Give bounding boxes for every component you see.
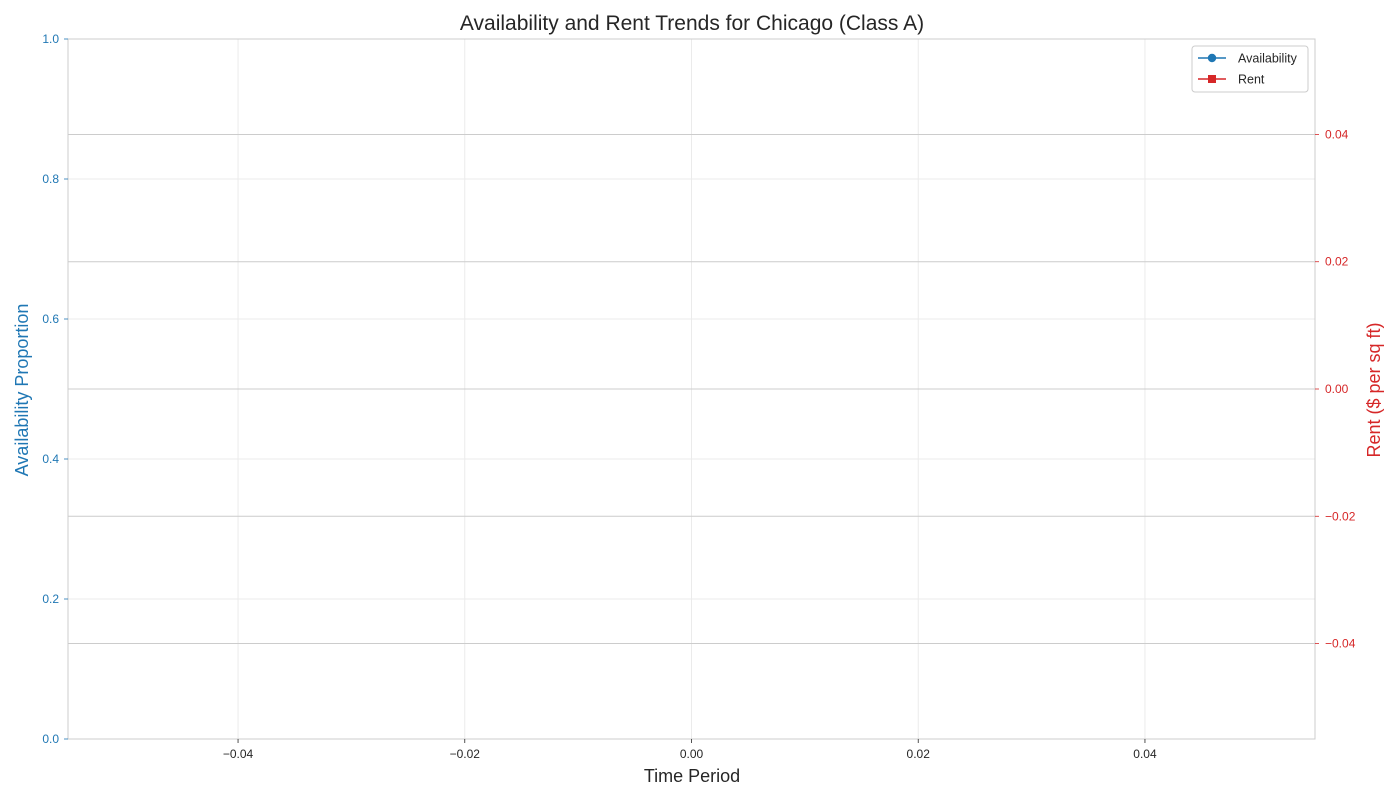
y-left-tick-label: 0.6 (42, 312, 59, 326)
y-right-tick-label: −0.02 (1325, 509, 1356, 523)
legend-item-availability: Availability (1198, 52, 1298, 66)
legend-label-availability: Availability (1238, 52, 1298, 66)
y-left-tick-label: 1.0 (42, 32, 59, 46)
y-axis-left-label: Availability Proportion (12, 304, 32, 477)
y-right-tick-label: 0.00 (1325, 382, 1349, 396)
y-left-tick-label: 0.8 (42, 172, 59, 186)
y-left-tick-label: 0.0 (42, 732, 59, 746)
x-tick-label: −0.02 (450, 747, 481, 761)
legend-item-rent: Rent (1198, 73, 1265, 87)
x-tick-label: 0.04 (1133, 747, 1157, 761)
legend: Availability Rent (1191, 45, 1309, 93)
chart-title: Availability and Rent Trends for Chicago… (460, 12, 924, 35)
ticks-layer: −0.04 −0.02 0.00 0.02 0.04 0.0 0.2 0.4 0.6 0.8 1.0… (42, 32, 1355, 761)
y-right-tick-label: 0.02 (1325, 255, 1349, 269)
legend-label-rent: Rent (1238, 73, 1265, 87)
y-right-tick-label: −0.04 (1325, 637, 1356, 651)
x-tick-label: 0.00 (680, 747, 704, 761)
grid-layer (68, 39, 1315, 739)
y-axis-right-label: Rent ($ per sq ft) (1364, 322, 1384, 457)
y-left-tick-label: 0.2 (42, 592, 59, 606)
y-left-tick-label: 0.4 (42, 452, 59, 466)
x-tick-label: −0.04 (223, 747, 254, 761)
x-axis-label: Time Period (644, 766, 740, 786)
legend-marker-rent (1208, 75, 1216, 83)
y-right-tick-label: 0.04 (1325, 127, 1349, 141)
x-tick-label: 0.02 (907, 747, 931, 761)
legend-marker-availability (1207, 53, 1217, 63)
